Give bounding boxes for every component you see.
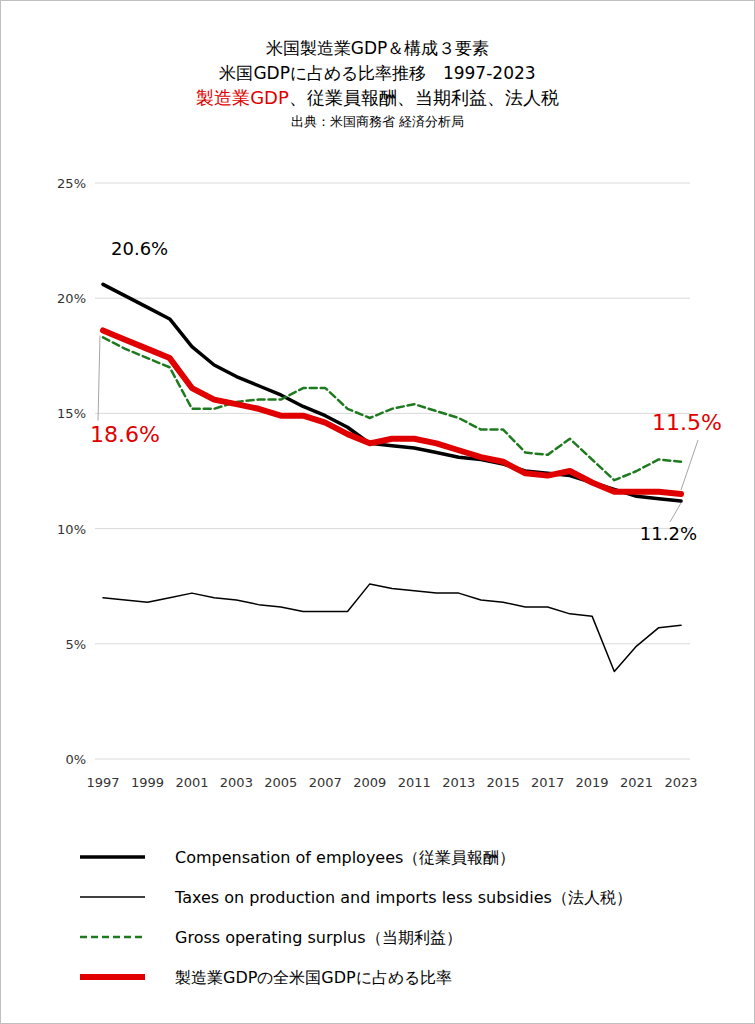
grid-line bbox=[95, 643, 690, 644]
grid-line bbox=[95, 183, 690, 184]
legend-swatch bbox=[80, 974, 145, 980]
y-tick-label: 0% bbox=[65, 752, 86, 767]
grid-line bbox=[95, 528, 690, 529]
x-tick-label: 2019 bbox=[576, 775, 609, 790]
legend-swatch bbox=[80, 855, 145, 859]
x-tick-label: 1997 bbox=[86, 775, 119, 790]
subtitle-part: 、従業員報酬、当期利益、法人税 bbox=[289, 87, 559, 108]
annotation: 11.5% bbox=[652, 410, 722, 435]
source: 出典：米国商務省 経済分析局 bbox=[291, 114, 464, 129]
series-line bbox=[103, 337, 681, 480]
subtitle: 米国GDPに占める比率推移 1997-2023 bbox=[219, 63, 535, 83]
x-tick-label: 2009 bbox=[353, 775, 386, 790]
legend-swatch bbox=[80, 936, 145, 939]
grid-line bbox=[95, 413, 690, 414]
legend-label: Gross operating surplus（当期利益） bbox=[175, 928, 462, 947]
y-tick-label: 15% bbox=[57, 406, 86, 421]
series-line bbox=[103, 330, 681, 494]
subtitle-part: 製造業GDP bbox=[196, 87, 289, 108]
x-tick-label: 2017 bbox=[531, 775, 564, 790]
annotation: 11.2% bbox=[640, 523, 697, 544]
x-tick-label: 2007 bbox=[309, 775, 342, 790]
y-tick-label: 5% bbox=[65, 637, 86, 652]
annotation-leader bbox=[681, 440, 698, 490]
annotation: 20.6% bbox=[111, 238, 168, 259]
x-tick-label: 1999 bbox=[131, 775, 164, 790]
x-tick-label: 2013 bbox=[442, 775, 475, 790]
x-tick-label: 2005 bbox=[264, 775, 297, 790]
frame bbox=[1, 1, 755, 1024]
x-tick-label: 2003 bbox=[220, 775, 253, 790]
grid-line bbox=[95, 298, 690, 299]
x-tick-label: 2021 bbox=[620, 775, 653, 790]
legend-swatch bbox=[80, 896, 145, 898]
y-tick-label: 20% bbox=[57, 291, 86, 306]
x-tick-label: 2011 bbox=[398, 775, 431, 790]
series-line bbox=[103, 584, 681, 672]
x-tick-label: 2023 bbox=[664, 775, 697, 790]
x-tick-label: 2001 bbox=[175, 775, 208, 790]
annotation-leader bbox=[670, 503, 681, 522]
x-tick-label: 2015 bbox=[487, 775, 520, 790]
annotation-leader bbox=[98, 335, 100, 420]
y-tick-label: 10% bbox=[57, 522, 86, 537]
annotation: 18.6% bbox=[90, 422, 160, 447]
grid-line bbox=[95, 759, 690, 760]
series-line bbox=[103, 284, 681, 501]
legend-label: 製造業GDPの全米国GDPに占める比率 bbox=[175, 968, 452, 987]
legend-label: Compensation of employees（従業員報酬） bbox=[175, 848, 515, 867]
subtitle-2: 製造業GDP、従業員報酬、当期利益、法人税 bbox=[196, 87, 559, 108]
chart: 米国製造業GDP＆構成３要素米国GDPに占める比率推移 1997-2023 製造業… bbox=[0, 0, 755, 1024]
title: 米国製造業GDP＆構成３要素 bbox=[266, 38, 490, 58]
plot-area bbox=[103, 284, 681, 671]
y-tick-label: 25% bbox=[57, 176, 86, 191]
legend-label: Taxes on production and imports less sub… bbox=[174, 888, 632, 907]
